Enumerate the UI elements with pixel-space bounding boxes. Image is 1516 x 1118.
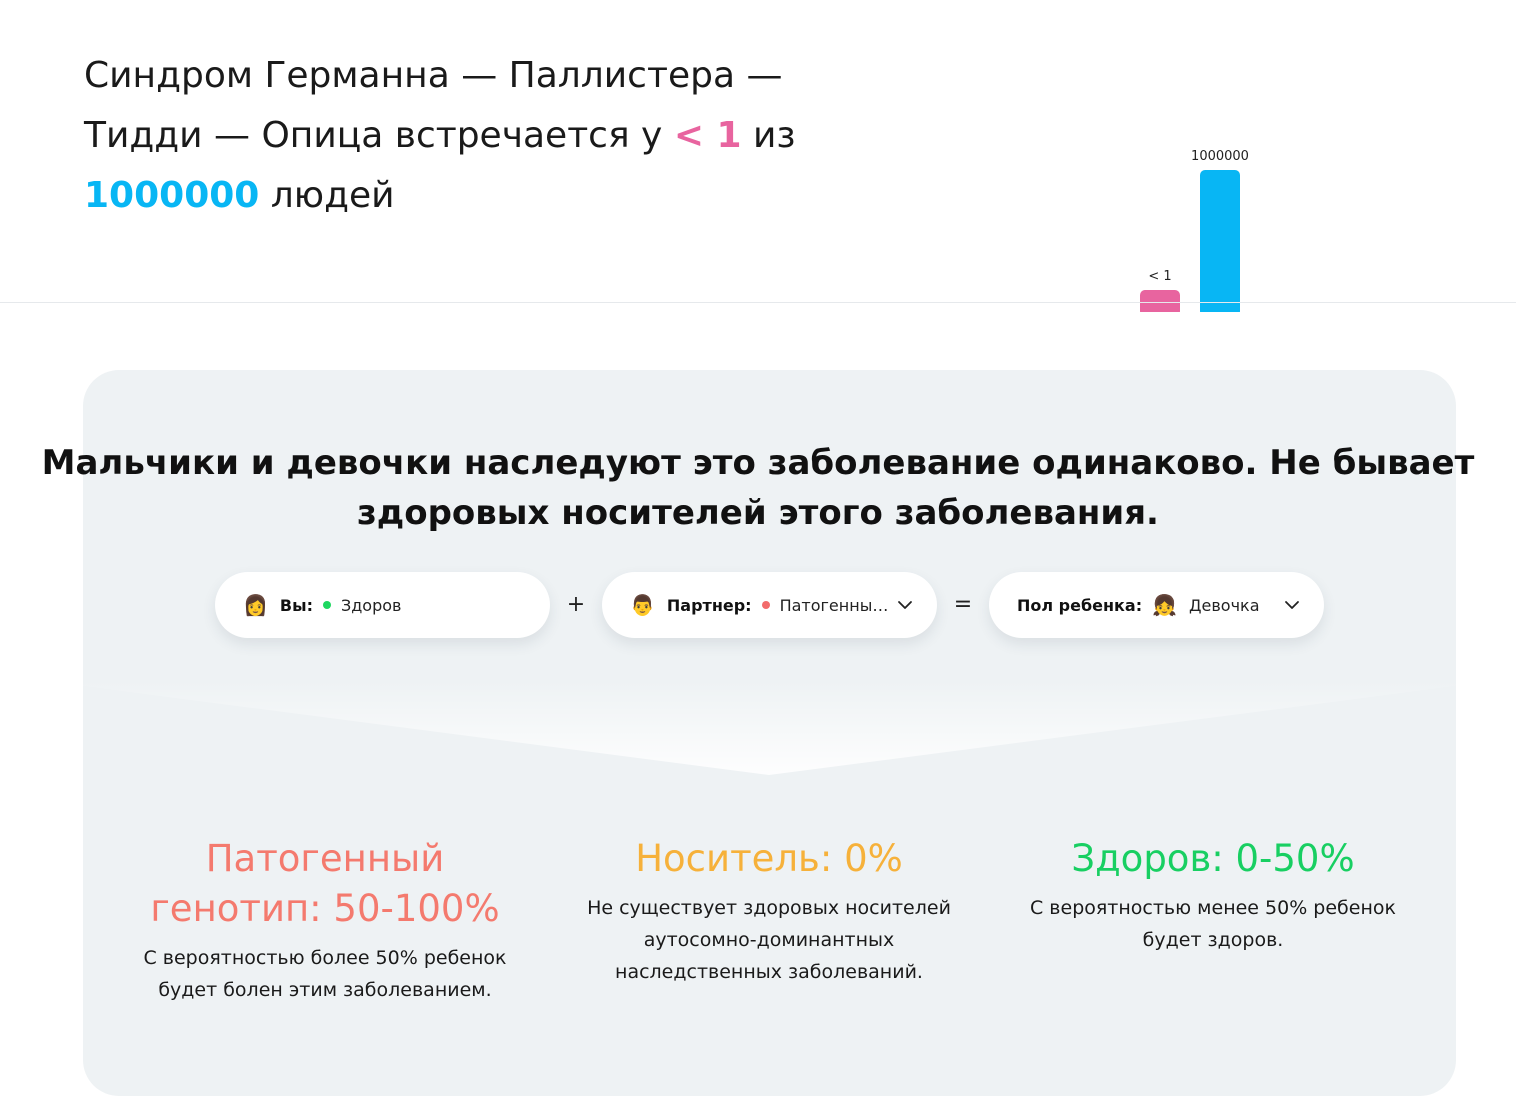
rate-value: < 1 bbox=[673, 115, 742, 156]
population-value: 1000000 bbox=[84, 175, 260, 216]
result-healthy: Здоров: 0-50% С вероятностью менее 50% р… bbox=[1003, 834, 1423, 956]
inheritance-description: Мальчики и девочки наследуют это заболев… bbox=[41, 443, 1475, 533]
prevalence-headline: Синдром Германна — Паллистера — Тидди — … bbox=[84, 46, 884, 226]
you-genotype-selector[interactable]: 👩 Вы: Здоров bbox=[215, 572, 550, 638]
partner-genotype-dropdown[interactable]: 👨 Партнер: Патогенный ... bbox=[602, 572, 937, 638]
girl-emoji-icon: 👧 bbox=[1152, 593, 1178, 617]
chevron-down-icon[interactable] bbox=[1284, 597, 1300, 613]
healthy-status-dot bbox=[322, 601, 331, 609]
partner-genotype-value: Патогенный ... bbox=[779, 595, 897, 615]
equals-sign: = bbox=[953, 592, 973, 617]
man-emoji-icon: 👨 bbox=[630, 593, 655, 617]
result-healthy-heading: Здоров: 0-50% bbox=[1071, 837, 1355, 880]
bar-label-1: 1000000 bbox=[1191, 149, 1249, 164]
result-pathogenic-heading: Патогенный генотип: 50-100% bbox=[150, 837, 500, 930]
chevron-down-icon[interactable] bbox=[897, 597, 913, 613]
child-sex-value: Девочка bbox=[1189, 595, 1260, 615]
you-label: Вы: bbox=[279, 595, 313, 615]
child-sex-dropdown[interactable]: Пол ребенка: 👧 Девочка bbox=[989, 572, 1324, 638]
prevalence-bar-chart: < 1 1000000 bbox=[1120, 140, 1280, 312]
partner-label: Партнер: bbox=[666, 595, 752, 615]
headline-text-3: людей bbox=[259, 175, 395, 216]
bar-1 bbox=[1200, 170, 1240, 312]
you-genotype-value: Здоров bbox=[340, 595, 402, 615]
headline-text-2: из bbox=[741, 115, 796, 156]
woman-emoji-icon: 👩 bbox=[243, 593, 268, 617]
result-carrier: Носитель: 0% Не существует здоровых носи… bbox=[559, 834, 979, 988]
section-divider bbox=[0, 302, 1516, 303]
result-carrier-text: Не существует здоровых носителей аутосом… bbox=[587, 897, 951, 983]
result-pathogenic: Патогенный генотип: 50-100% С вероятност… bbox=[115, 834, 535, 1006]
result-fan-shape bbox=[83, 680, 1456, 775]
result-pathogenic-text: С вероятностью более 50% ребенок будет б… bbox=[143, 947, 507, 1001]
inheritance-card bbox=[83, 370, 1456, 1096]
pathogenic-status-dot bbox=[761, 601, 770, 609]
result-healthy-text: С вероятностью менее 50% ребенок будет з… bbox=[1030, 897, 1396, 951]
child-sex-label: Пол ребенка: bbox=[1017, 595, 1143, 615]
headline-text-1: Синдром Германна — Паллистера — Тидди — … bbox=[84, 55, 783, 156]
bar-0 bbox=[1140, 290, 1180, 312]
prevalence-chart-svg: < 1 1000000 bbox=[1140, 149, 1249, 312]
bar-label-0: < 1 bbox=[1148, 269, 1171, 284]
result-carrier-heading: Носитель: 0% bbox=[635, 837, 903, 880]
plus-sign: + bbox=[566, 592, 586, 617]
